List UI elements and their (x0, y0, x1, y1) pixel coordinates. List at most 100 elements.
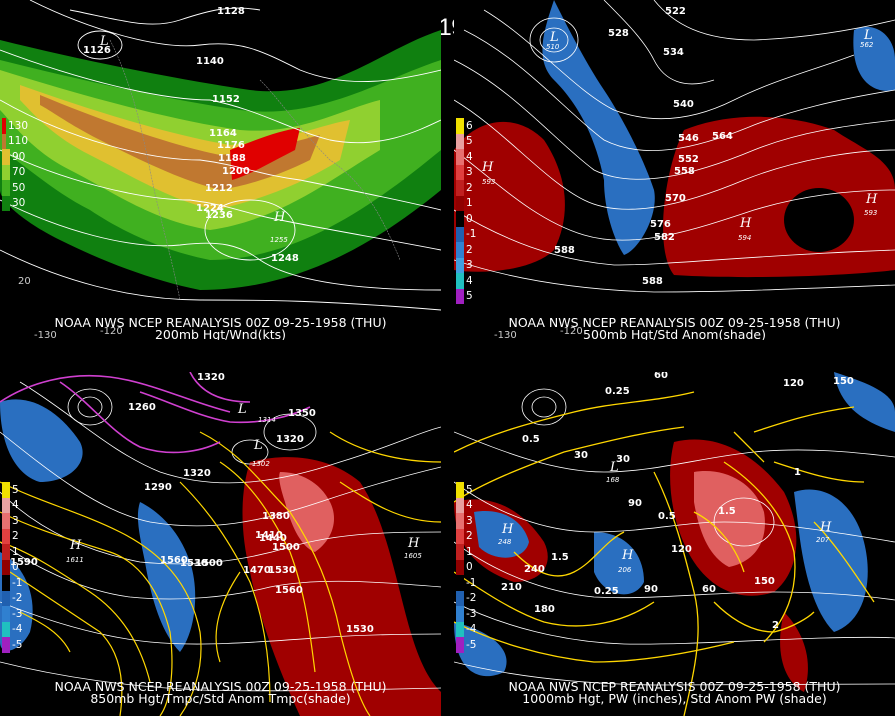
contour-label: 30 (616, 454, 630, 465)
contour-label: 588 (642, 276, 663, 287)
legend-label: -1 (466, 228, 477, 241)
legend-swatch (2, 149, 10, 165)
high-marker: H (622, 548, 634, 563)
contour-label: 1530 (180, 558, 208, 569)
legend-entry: -2 (456, 590, 482, 606)
contour-label: 0.25 (605, 386, 630, 397)
legend-label: -5 (466, 638, 477, 651)
legend-entry: 90 (2, 149, 28, 165)
contour-label: 60 (654, 372, 668, 381)
legend-swatch (2, 621, 10, 637)
legend-entry: 4 (456, 273, 482, 289)
low-value: 562 (860, 41, 874, 49)
legend-200mb: 130 110 90 70 50 30 (2, 118, 28, 211)
legend-label: 0 (466, 561, 473, 574)
high-value: 593 (482, 178, 496, 186)
legend-label: 3 (466, 514, 473, 527)
legend-swatch (456, 180, 464, 196)
contour-label: 0.5 (522, 434, 540, 445)
contour-label: 1320 (276, 434, 304, 445)
contour-label: 1410 (255, 530, 283, 541)
legend-swatch (2, 544, 10, 560)
contour-label: 522 (665, 6, 686, 17)
legend-label: 5 (466, 135, 473, 148)
legend-label: 4 (466, 150, 473, 163)
legend-swatch (456, 257, 464, 273)
legend-entry: 1 (456, 544, 482, 560)
low-marker: L (864, 28, 873, 43)
legend-label: 2 (466, 243, 473, 256)
panel-1000mb: 5 4 3 2 1 0 -1 -2 -3 -4 -5 60 120 150 90 30 0.25 0… (454, 372, 895, 716)
legend-label: 50 (12, 181, 26, 194)
legend-label: -3 (466, 607, 477, 620)
contour-label: 1320 (197, 372, 225, 383)
panel-850mb: 5 4 3 2 1 0 -1 -2 -3 -4 -5 1320 1260 1290 1320 135… (0, 372, 441, 716)
legend-entry: -1 (456, 226, 482, 242)
contour-label: 1590 (10, 557, 38, 568)
legend-entry: -4 (2, 621, 28, 637)
legend-entry: 1 (456, 195, 482, 211)
low-value: 1314 (258, 416, 276, 424)
legend-entry: 4 (456, 149, 482, 165)
low-marker: L (610, 460, 619, 475)
high-value: 1605 (404, 552, 422, 560)
low-marker: L (254, 438, 263, 453)
contour-label: 180 (534, 604, 555, 615)
legend-swatch (2, 606, 10, 622)
legend-entry: -3 (2, 606, 28, 622)
contour-label: 240 (524, 564, 545, 575)
legend-entry: -1 (456, 575, 482, 591)
legend-label: 70 (12, 166, 26, 179)
legend-label: 130 (7, 119, 28, 132)
legend-swatch (2, 513, 10, 529)
caption-field: 200mb Hgt/Wnd(kts) (154, 327, 286, 340)
legend-swatch (456, 195, 464, 211)
low-value: 168 (606, 476, 620, 484)
legend-entry: 2 (456, 528, 482, 544)
legend-label: 4 (466, 499, 473, 512)
contour-label: 534 (663, 47, 684, 58)
legend-1000mb: 5 4 3 2 1 0 -1 -2 -3 -4 -5 (456, 482, 482, 653)
legend-label: -2 (466, 592, 477, 605)
legend-entry: 3 (456, 257, 482, 273)
legend-swatch (2, 482, 10, 498)
contour-label: 1248 (271, 253, 299, 264)
contour-label: 90 (628, 498, 642, 509)
legend-label: -5 (12, 638, 23, 651)
high-value: 206 (618, 566, 632, 574)
contour-label: 528 (608, 28, 629, 39)
legend-swatch (456, 513, 464, 529)
high-value: 207 (816, 536, 830, 544)
legend-entry: -5 (456, 637, 482, 653)
legend-label: 110 (7, 135, 28, 148)
legend-entry: 1 (2, 544, 28, 560)
legend-swatch (456, 575, 464, 591)
contour-label: 0.5 (658, 511, 676, 522)
legend-entry: 3 (456, 164, 482, 180)
high-value: 248 (498, 538, 512, 546)
contour-label: 582 (654, 232, 675, 243)
legend-entry: 50 (2, 180, 28, 196)
caption-field: 500mb Hgt/Std Anom(shade) (583, 327, 766, 340)
low-value: 510 (546, 43, 560, 51)
contour-label: 1440 (259, 533, 287, 544)
contour-label: 1560 (160, 555, 188, 566)
high-marker: H (820, 520, 832, 535)
legend-entry: 70 (2, 164, 28, 180)
high-value: 1611 (66, 556, 84, 564)
legend-swatch (2, 133, 6, 149)
legend-entry: 2 (2, 528, 28, 544)
legend-label: -1 (12, 576, 23, 589)
legend-label: 2 (12, 530, 19, 543)
legend-label: -3 (12, 607, 23, 620)
legend-label: -4 (12, 623, 23, 636)
contour-label: 552 (678, 154, 699, 165)
legend-swatch (456, 544, 464, 560)
legend-entry: 2 (456, 242, 482, 258)
contour-label: 1560 (275, 585, 303, 596)
legend-500mb: 6 5 4 3 2 1 0 -1 2 3 4 5 (456, 118, 482, 304)
lon-tick: -130 (34, 330, 57, 340)
contour-label: 30 (574, 450, 588, 461)
legend-entry: 2 (456, 180, 482, 196)
contour-label: 120 (783, 378, 804, 389)
